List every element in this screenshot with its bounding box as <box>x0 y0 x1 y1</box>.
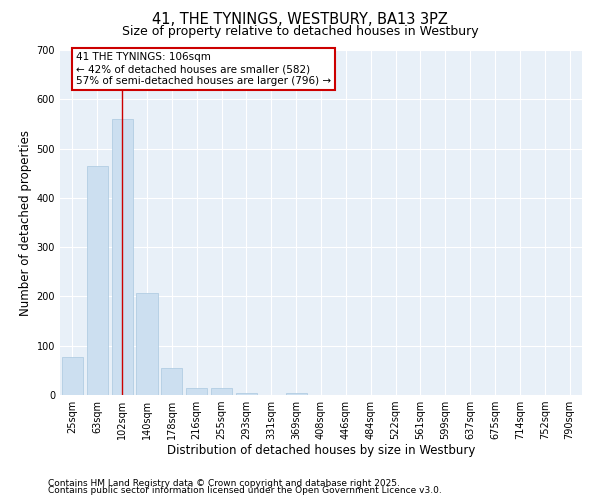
Bar <box>112 119 133 395</box>
X-axis label: Distribution of detached houses by size in Westbury: Distribution of detached houses by size … <box>167 444 475 456</box>
Bar <box>161 368 182 395</box>
Bar <box>236 393 257 395</box>
Text: Contains public sector information licensed under the Open Government Licence v3: Contains public sector information licen… <box>48 486 442 495</box>
Y-axis label: Number of detached properties: Number of detached properties <box>19 130 32 316</box>
Bar <box>87 166 108 395</box>
Bar <box>186 388 207 395</box>
Text: Contains HM Land Registry data © Crown copyright and database right 2025.: Contains HM Land Registry data © Crown c… <box>48 478 400 488</box>
Bar <box>62 356 83 395</box>
Bar <box>136 293 158 395</box>
Bar <box>211 388 232 395</box>
Text: Size of property relative to detached houses in Westbury: Size of property relative to detached ho… <box>122 25 478 38</box>
Text: 41 THE TYNINGS: 106sqm
← 42% of detached houses are smaller (582)
57% of semi-de: 41 THE TYNINGS: 106sqm ← 42% of detached… <box>76 52 331 86</box>
Text: 41, THE TYNINGS, WESTBURY, BA13 3PZ: 41, THE TYNINGS, WESTBURY, BA13 3PZ <box>152 12 448 28</box>
Bar <box>286 393 307 395</box>
